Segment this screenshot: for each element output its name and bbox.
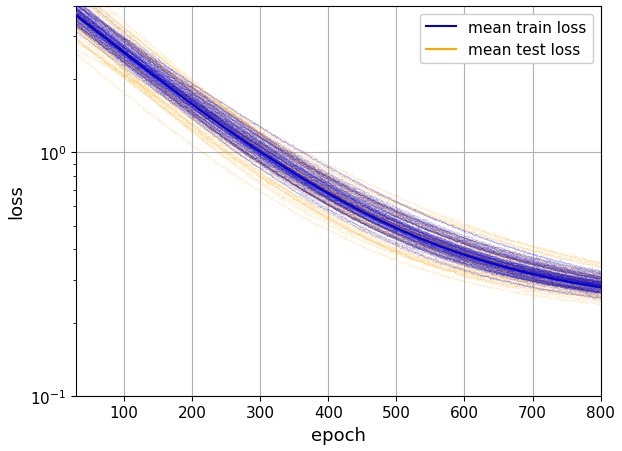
mean train loss bbox=[588, 283, 596, 289]
mean test loss bbox=[73, 11, 80, 17]
X-axis label: epoch: epoch bbox=[311, 426, 366, 444]
Line: mean train loss: mean train loss bbox=[77, 16, 601, 287]
Y-axis label: loss: loss bbox=[7, 184, 25, 219]
mean test loss bbox=[197, 106, 204, 112]
mean test loss bbox=[588, 281, 596, 287]
mean train loss bbox=[73, 14, 80, 19]
mean test loss bbox=[597, 282, 605, 288]
mean train loss bbox=[389, 224, 396, 230]
Line: mean test loss: mean test loss bbox=[77, 14, 601, 285]
mean train loss bbox=[160, 82, 168, 87]
mean train loss bbox=[97, 33, 104, 38]
mean train loss bbox=[197, 108, 204, 114]
mean train loss bbox=[597, 285, 605, 290]
mean test loss bbox=[389, 222, 396, 227]
mean test loss bbox=[339, 197, 346, 202]
mean test loss bbox=[97, 31, 104, 37]
mean train loss bbox=[339, 199, 346, 205]
Legend: mean train loss, mean test loss: mean train loss, mean test loss bbox=[420, 14, 593, 64]
mean test loss bbox=[160, 80, 168, 85]
